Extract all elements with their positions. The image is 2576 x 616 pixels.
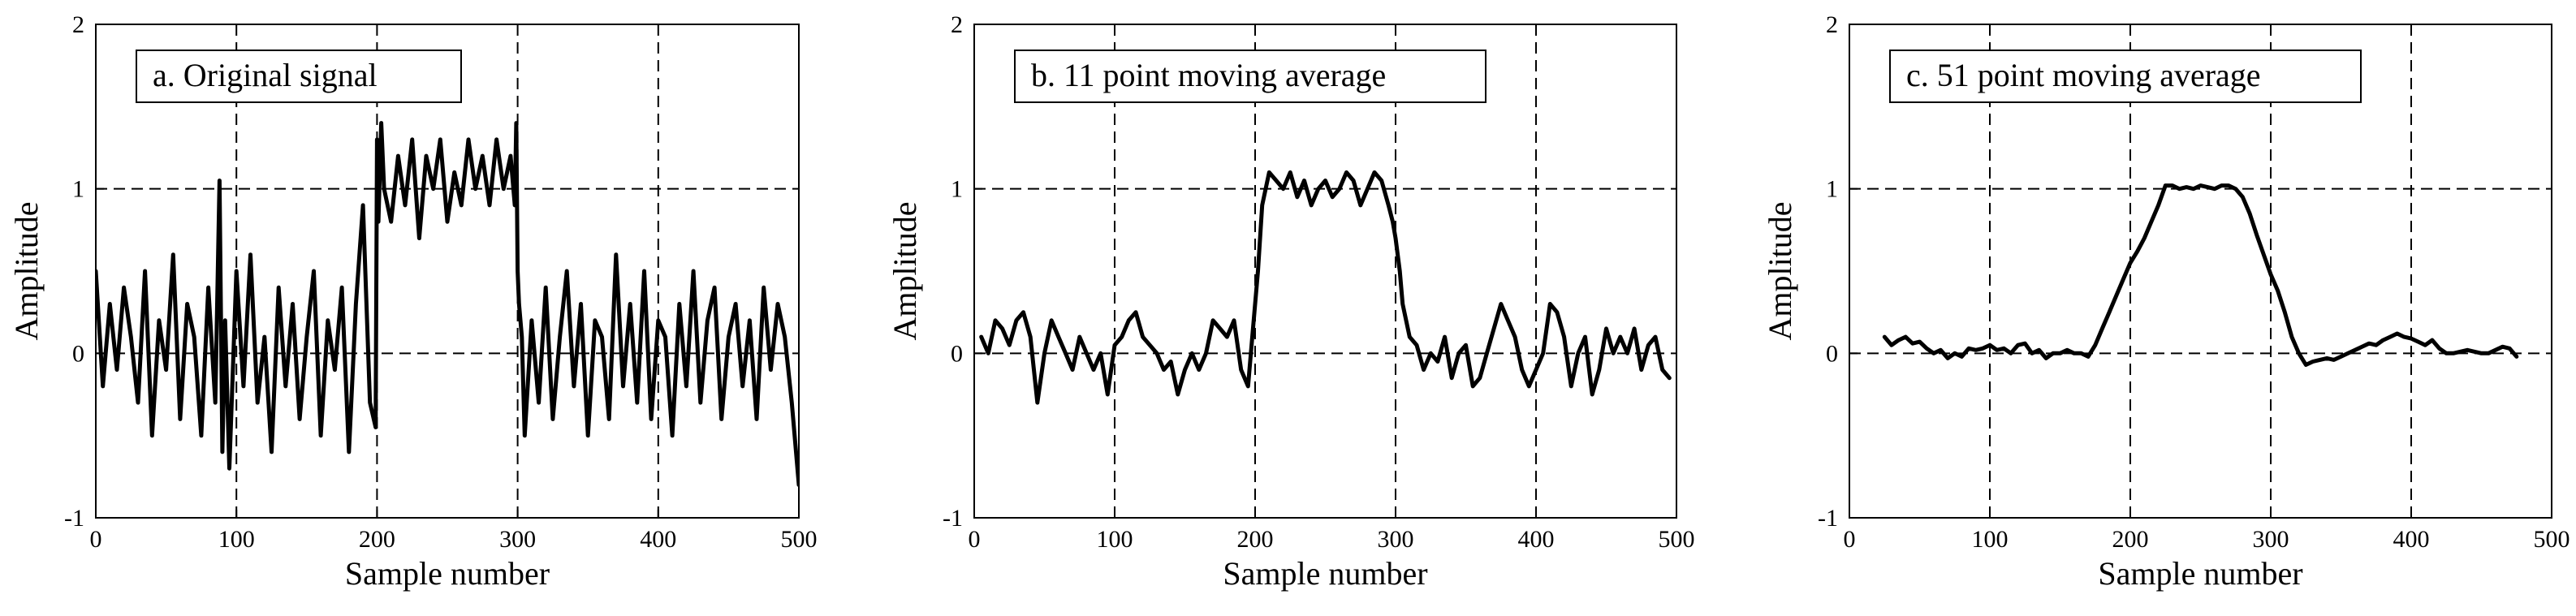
y-tick-label: 2 (72, 11, 84, 38)
x-tick-label: 500 (1659, 526, 1695, 553)
data-series-line (96, 121, 799, 487)
x-tick-label: 400 (2393, 526, 2430, 553)
x-tick-label: 100 (1097, 526, 1133, 553)
y-tick-label: 1 (951, 176, 963, 203)
legend-label: c. 51 point moving average (1906, 57, 2261, 93)
x-tick-label: 0 (969, 526, 981, 553)
x-axis-label: Sample number (2098, 555, 2302, 592)
x-tick-label: 300 (2253, 526, 2289, 553)
y-axis-label: Amplitude (1762, 201, 1798, 340)
y-tick-label: -1 (943, 505, 963, 532)
legend-box (1889, 50, 2362, 103)
y-axis-label: Amplitude (887, 201, 923, 340)
legend-label: a. Original signal (153, 57, 378, 93)
x-tick-label: 200 (1237, 526, 1274, 553)
x-tick-label: 100 (1972, 526, 2009, 553)
y-tick-label: 2 (1826, 11, 1838, 38)
data-series-line (1882, 183, 2519, 367)
x-tick-label: 200 (359, 526, 395, 553)
x-tick-label: 0 (1844, 526, 1856, 553)
legend-box (1014, 50, 1486, 103)
x-axis-label: Sample number (1223, 555, 1427, 592)
x-tick-label: 400 (640, 526, 676, 553)
x-tick-label: 200 (2112, 526, 2149, 553)
legend-box (136, 50, 462, 103)
x-tick-label: 500 (781, 526, 818, 553)
y-tick-label: -1 (1818, 505, 1838, 532)
y-tick-label: -1 (64, 505, 84, 532)
x-tick-label: 300 (1378, 526, 1414, 553)
y-tick-label: 1 (72, 176, 84, 203)
plot-frame (1849, 24, 2552, 519)
y-tick-label: 0 (951, 340, 963, 367)
y-axis-label: Amplitude (8, 201, 45, 340)
x-axis-label: Sample number (345, 555, 550, 592)
x-tick-label: 300 (499, 526, 536, 553)
x-tick-label: 0 (90, 526, 102, 553)
data-series-line (979, 170, 1672, 405)
y-tick-label: 0 (72, 340, 84, 367)
plot-frame (973, 24, 1677, 519)
y-tick-label: 1 (1826, 176, 1838, 203)
x-tick-label: 500 (2534, 526, 2570, 553)
x-tick-label: 100 (218, 526, 255, 553)
y-tick-label: 0 (1826, 340, 1838, 367)
y-tick-label: 2 (951, 11, 963, 38)
legend-label: b. 11 point moving average (1031, 57, 1386, 93)
x-tick-label: 400 (1518, 526, 1555, 553)
